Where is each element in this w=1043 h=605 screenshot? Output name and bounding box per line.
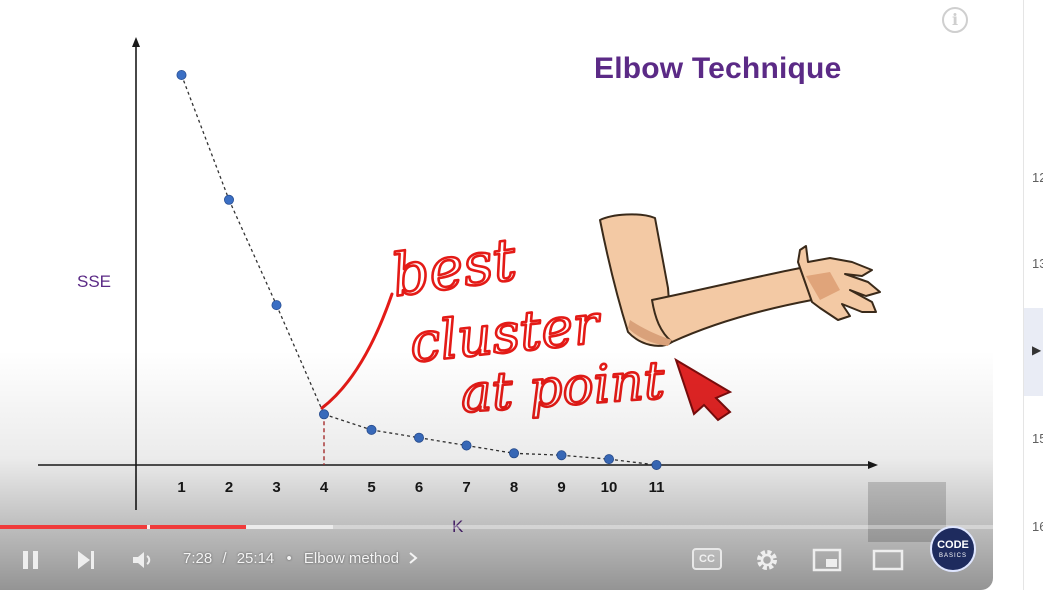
x-tick-label-3: 3 [272,479,280,496]
series-line-segment [466,444,515,454]
bullet-separator: • [286,550,292,567]
data-point-k1 [176,70,187,81]
progress-bar[interactable] [0,525,993,529]
channel-logo[interactable]: CODE BASICS [930,526,976,572]
data-point-k10 [604,454,615,465]
player-controls: 7:28 / 25:14 • Elbow method CC [0,536,993,584]
series-line-segment [180,74,230,201]
data-point-k7 [461,440,472,451]
y-axis-arrow [132,37,140,47]
hand-palm-shade [806,272,840,300]
x-tick-label-1: 1 [177,479,185,496]
time-separator: / [222,550,227,567]
series-line-segment [323,413,372,431]
settings-icon[interactable] [753,546,781,574]
video-frame[interactable]: Elbow Technique SSE K 1 2 3 4 5 6 7 8 9 10 11 best… [0,0,993,590]
y-axis-label: SSE [77,272,111,291]
progress-track [0,525,993,529]
elbow-chart: SSE K 1 2 3 4 5 6 7 8 9 10 11 [38,37,878,536]
arm-shadow [628,320,672,346]
blurred-overlay-patch [868,482,946,542]
data-point-k11 [651,459,662,470]
x-tick-label-5: 5 [367,479,375,496]
data-point-k5 [366,424,377,435]
data-point-k2 [223,194,234,205]
red-arrow-icon [674,357,733,422]
chevron-right-icon[interactable] [407,551,419,565]
chapter-divider [146,525,150,529]
theater-icon[interactable] [871,547,905,573]
time-display: 7:28 / 25:14 • Elbow method [183,550,419,567]
elbow-arm-illustration [599,213,881,347]
data-point-k6 [413,432,424,443]
time-total: 25:14 [236,550,275,567]
series-line-segment [561,454,610,460]
sidebar-item-12[interactable]: 12 [1032,170,1043,185]
series-line-segment [371,429,420,439]
sidebar-item-active[interactable] [1024,308,1043,396]
captions-icon[interactable]: CC [692,548,722,570]
x-axis-label: K [452,517,464,536]
forearm [651,267,813,343]
hand [797,245,881,321]
channel-logo-subtext: BASICS [938,553,967,559]
series-line-segment [513,452,562,456]
info-icon[interactable]: i [942,7,968,33]
captions-label: CC [699,553,715,565]
pause-icon[interactable] [20,548,42,572]
data-point-k8 [508,448,519,459]
chapter-sidebar: 12 13 ▶ 15 16 [1023,0,1043,590]
series-line-segment [275,304,325,415]
time-current: 7:28 [183,550,213,567]
data-point-k4 [318,409,329,420]
video-player[interactable]: Elbow Technique SSE K 1 2 3 4 5 6 7 8 9 10 11 best… [0,0,993,590]
miniplayer-icon[interactable] [811,547,843,573]
next-icon[interactable] [74,548,98,572]
x-tick-label-8: 8 [510,479,518,496]
x-tick-label-2: 2 [225,479,233,496]
sidebar-item-16[interactable]: 16 [1032,519,1043,534]
sidebar-item-13[interactable]: 13 [1032,256,1043,271]
x-tick-label-6: 6 [415,479,423,496]
progress-played [0,525,247,529]
annotation-pointer-stroke [320,292,394,410]
x-tick-label-7: 7 [462,479,470,496]
data-point-k3 [271,300,282,311]
data-point-k9 [556,450,567,461]
x-tick-label-9: 9 [557,479,565,496]
chapter-title[interactable]: Elbow method [303,550,399,567]
x-tick-label-10: 10 [601,479,618,496]
volume-icon[interactable] [130,548,156,572]
series-line-segment [608,458,657,466]
play-icon: ▶ [1032,343,1042,357]
series-line-segment [418,437,467,447]
x-axis-arrow [868,461,878,469]
series-line-segment [228,199,278,306]
channel-logo-text: CODE [937,539,969,551]
x-tick-label-11: 11 [649,479,665,496]
sidebar-item-15[interactable]: 15 [1032,431,1043,446]
slide-title: Elbow Technique [594,52,841,85]
x-tick-label-4: 4 [320,479,329,496]
